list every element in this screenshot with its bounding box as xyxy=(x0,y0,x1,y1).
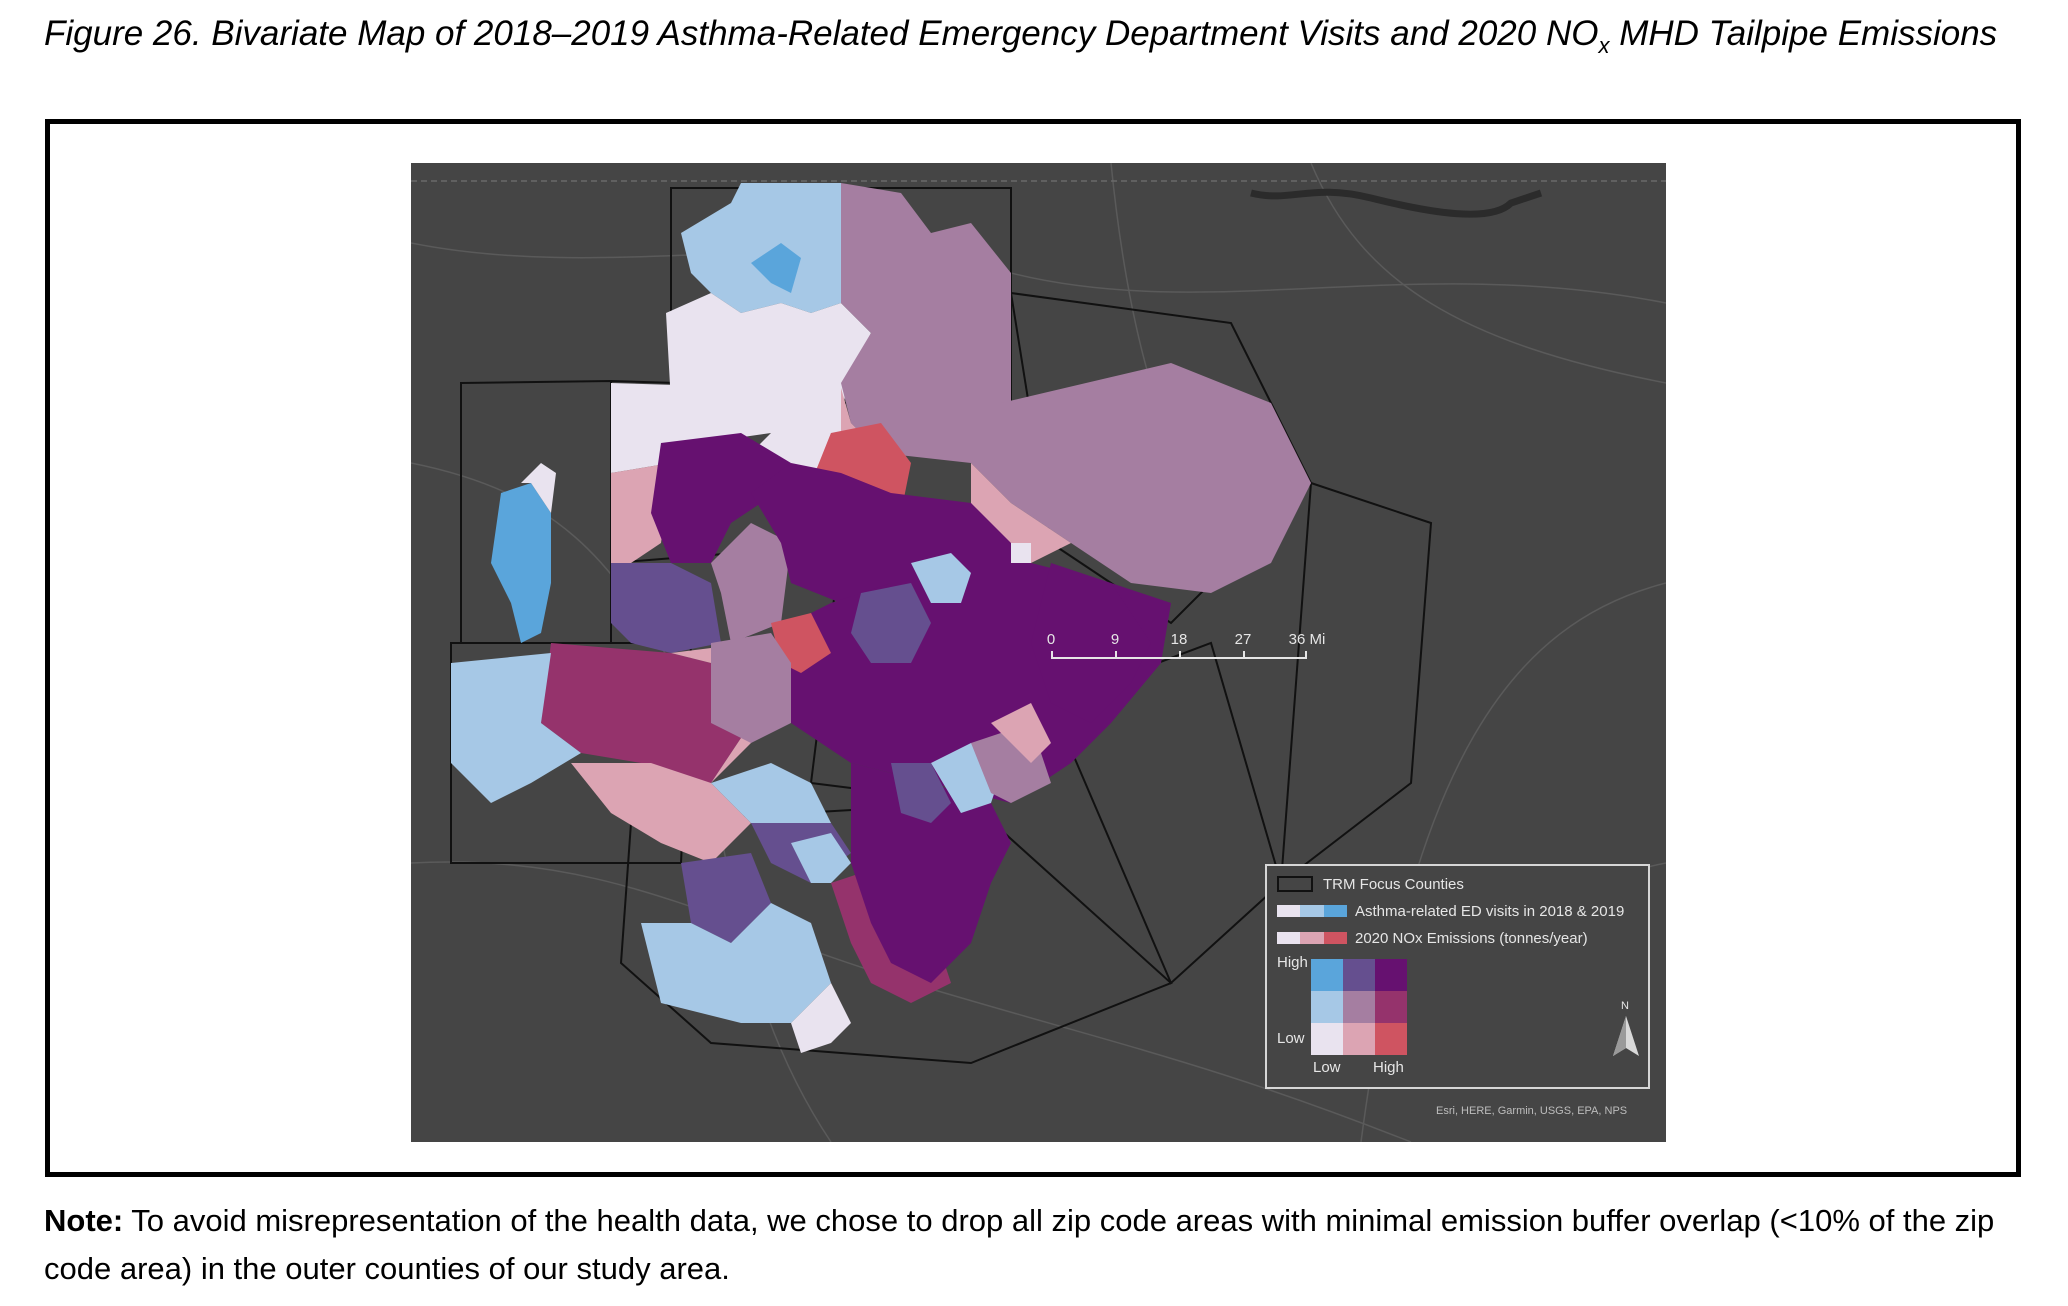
north-label: N xyxy=(1621,1000,1629,1012)
zip-code-areas xyxy=(451,183,1311,1053)
scale-tick-36: 36 Mi xyxy=(1288,631,1326,648)
cell-high-low xyxy=(1311,959,1343,991)
legend-row-focus-counties: TRM Focus Counties xyxy=(1277,874,1464,894)
cell-low-mid xyxy=(1343,1023,1375,1055)
legend-x-low: Low xyxy=(1313,1059,1341,1076)
legend-y-high: High xyxy=(1277,954,1308,971)
nox-ramp xyxy=(1277,932,1347,944)
note-label: Note: xyxy=(44,1203,124,1238)
lake xyxy=(1250,188,1543,218)
cell-high-mid xyxy=(1343,959,1375,991)
map-legend: TRM Focus Counties Asthma-related ED vis… xyxy=(1265,864,1650,1089)
figure-caption: Figure 26. Bivariate Map of 2018–2019 As… xyxy=(44,8,2034,71)
caption-text: Figure 26. Bivariate Map of 2018–2019 As… xyxy=(44,14,1599,53)
figure-note: Note: To avoid misrepresentation of the … xyxy=(44,1197,2044,1293)
legend-label-focus-counties: TRM Focus Counties xyxy=(1323,875,1464,893)
cell-mid-high xyxy=(1375,991,1407,1023)
legend-label-asthma: Asthma-related ED visits in 2018 & 2019 xyxy=(1355,902,1625,920)
legend-y-low: Low xyxy=(1277,1030,1305,1047)
scale-tick-0: 0 xyxy=(1046,631,1056,648)
north-arrow-icon: N xyxy=(1611,1000,1641,1058)
note-text: To avoid misrepresentation of the health… xyxy=(44,1203,1995,1286)
legend-row-asthma: Asthma-related ED visits in 2018 & 2019 xyxy=(1277,901,1624,921)
scale-tick-9: 9 xyxy=(1110,631,1120,648)
map-canvas xyxy=(411,163,1666,1142)
cell-low-low xyxy=(1311,1023,1343,1055)
bivariate-grid xyxy=(1311,959,1407,1055)
legend-x-high: High xyxy=(1373,1059,1404,1076)
scale-tick-27: 27 xyxy=(1234,631,1252,648)
legend-row-nox: 2020 NOx Emissions (tonnes/year) xyxy=(1277,928,1588,948)
caption-text-end: MHD Tailpipe Emissions xyxy=(1609,14,1998,53)
bivariate-map: 0 9 18 27 36 Mi TRM Focus Counties Asthm… xyxy=(411,163,1666,1142)
map-attribution: Esri, HERE, Garmin, USGS, EPA, NPS xyxy=(1436,1105,1628,1117)
cell-low-high xyxy=(1375,1023,1407,1055)
scale-tick-18: 18 xyxy=(1170,631,1188,648)
focus-county-swatch xyxy=(1277,876,1313,892)
cell-high-high xyxy=(1375,959,1407,991)
legend-label-nox: 2020 NOx Emissions (tonnes/year) xyxy=(1355,929,1588,947)
asthma-ramp xyxy=(1277,905,1347,917)
caption-subscript: x xyxy=(1598,33,1610,58)
cell-mid-mid xyxy=(1343,991,1375,1023)
scale-bar-labels: 0 9 18 27 36 Mi xyxy=(1047,631,1471,671)
cell-mid-low xyxy=(1311,991,1343,1023)
